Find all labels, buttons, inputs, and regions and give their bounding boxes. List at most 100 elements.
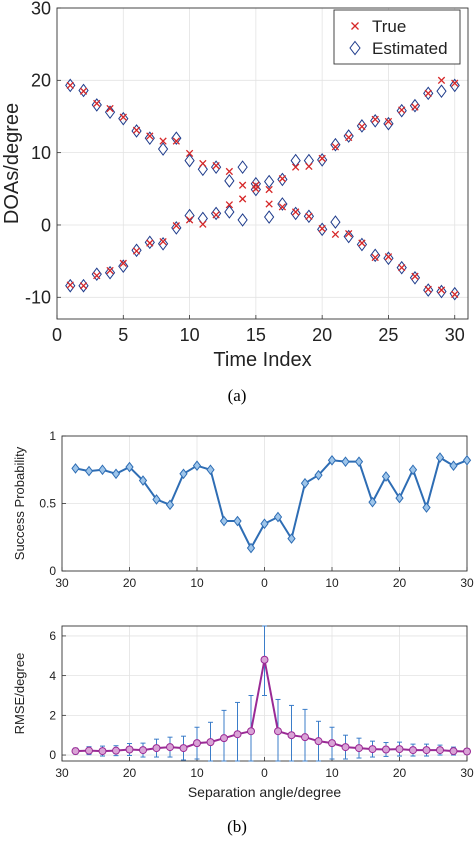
- true-point: [185, 149, 194, 158]
- estimated-point: [171, 131, 182, 146]
- rmse-point: [301, 733, 309, 742]
- true-point: [371, 253, 379, 262]
- success-probability-point: [435, 452, 445, 463]
- estimated-point: [330, 137, 341, 152]
- estimated-point: [197, 162, 208, 177]
- estimated-point: [224, 205, 235, 219]
- panel-b2-x-tick-label: 30: [55, 766, 69, 780]
- true-point: [358, 239, 366, 247]
- true-point: [345, 229, 353, 238]
- panel-b2-y-tick-label: 0: [49, 748, 56, 762]
- panel-a-y-axis-label: DOAs/degree: [1, 103, 23, 224]
- estimated-point: [264, 210, 275, 224]
- estimated-point: [104, 265, 116, 280]
- panel-b1-x-tick-label: 10: [325, 576, 339, 590]
- true-point: [411, 272, 419, 280]
- panel-a-x-tick-label: 15: [246, 325, 266, 345]
- success-probability-point: [84, 465, 94, 477]
- estimated-point: [317, 153, 328, 167]
- true-point: [79, 87, 88, 95]
- panel-b2-x-tick-label: 0: [261, 766, 268, 780]
- rmse-point: [328, 739, 336, 748]
- success-probability-point: [422, 502, 431, 513]
- rmse-point: [112, 746, 120, 755]
- true-point: [291, 208, 300, 216]
- success-probability-point: [98, 464, 107, 476]
- estimated-point: [157, 236, 169, 251]
- panel-b2-x-tick-label: 30: [460, 766, 474, 780]
- true-point: [371, 115, 379, 124]
- true-point: [66, 281, 74, 289]
- true-point: [132, 126, 141, 134]
- panel-a-x-tick-label: 30: [445, 325, 465, 345]
- true-point: [93, 99, 101, 108]
- rmse-point: [98, 747, 107, 756]
- rmse-point: [368, 745, 377, 754]
- rmse-point: [274, 727, 282, 736]
- success-probability-point: [260, 518, 269, 530]
- estimated-point: [396, 103, 407, 118]
- estimated-point: [131, 124, 142, 138]
- estimated-point: [330, 215, 341, 229]
- panel-a-y-tick-label: 30: [31, 0, 51, 18]
- caption-b: (b): [227, 817, 247, 836]
- estimated-point: [250, 176, 261, 191]
- panel-b1-y-axis-label: Success Probability: [12, 446, 27, 560]
- legend-estimated-marker: [349, 40, 361, 56]
- true-point: [199, 159, 207, 168]
- success-probability-point: [219, 515, 229, 527]
- estimated-point: [277, 197, 288, 211]
- panel-b1-y-tick-label: 1: [49, 429, 56, 443]
- rmse-point: [85, 746, 93, 755]
- true-point: [305, 162, 313, 171]
- estimated-point: [396, 260, 407, 275]
- estimated-point: [237, 160, 248, 174]
- legend-true-label: True: [372, 17, 406, 36]
- panel-a-y-tick-label: 10: [31, 143, 51, 163]
- estimated-point: [436, 84, 447, 99]
- estimated-point: [184, 153, 195, 168]
- rmse-point: [220, 734, 228, 743]
- true-point: [411, 103, 419, 111]
- estimated-point: [317, 222, 328, 237]
- success-probability-point: [408, 464, 418, 476]
- estimated-point: [277, 172, 288, 187]
- success-probability-point: [233, 515, 242, 527]
- rmse-point: [287, 731, 296, 740]
- estimated-point: [383, 251, 394, 266]
- rmse-point: [409, 746, 417, 755]
- estimated-point: [449, 78, 460, 93]
- true-point: [384, 253, 393, 261]
- panel-b2-y-tick-label: 6: [49, 629, 56, 643]
- caption-a: (a): [227, 386, 247, 405]
- success-probability-point: [192, 460, 202, 472]
- true-point: [278, 203, 287, 211]
- panel-b2-y-axis-label: RMSE/degree: [12, 653, 27, 735]
- panel-b1-x-tick-label: 30: [55, 576, 69, 590]
- true-point: [212, 211, 220, 219]
- true-point: [106, 266, 114, 275]
- true-point: [345, 133, 353, 142]
- success-probability-point: [341, 456, 350, 467]
- true-point: [291, 163, 300, 171]
- success-probability-point: [449, 460, 458, 472]
- panel-a-x-axis-label: Time Index: [213, 349, 311, 371]
- panel-b1-x-tick-label: 10: [190, 576, 204, 590]
- true-point: [238, 195, 247, 203]
- true-point: [384, 117, 393, 126]
- panel-a-x-tick-label: 20: [312, 325, 332, 345]
- panel-a-x-tick-label: 5: [118, 325, 128, 345]
- panel-b2-y-tick-label: 4: [49, 669, 56, 683]
- rmse-point: [355, 744, 363, 753]
- true-point: [225, 167, 234, 176]
- rmse-point: [233, 730, 242, 739]
- panel-b1-y-tick-label: 0.5: [39, 497, 56, 511]
- success-probability-point: [138, 475, 148, 486]
- success-probability-point: [314, 469, 323, 481]
- rmse-point: [436, 746, 444, 755]
- rmse-point: [463, 747, 471, 756]
- rmse-point: [193, 739, 201, 748]
- estimated-point: [370, 248, 381, 263]
- estimated-point: [409, 98, 421, 113]
